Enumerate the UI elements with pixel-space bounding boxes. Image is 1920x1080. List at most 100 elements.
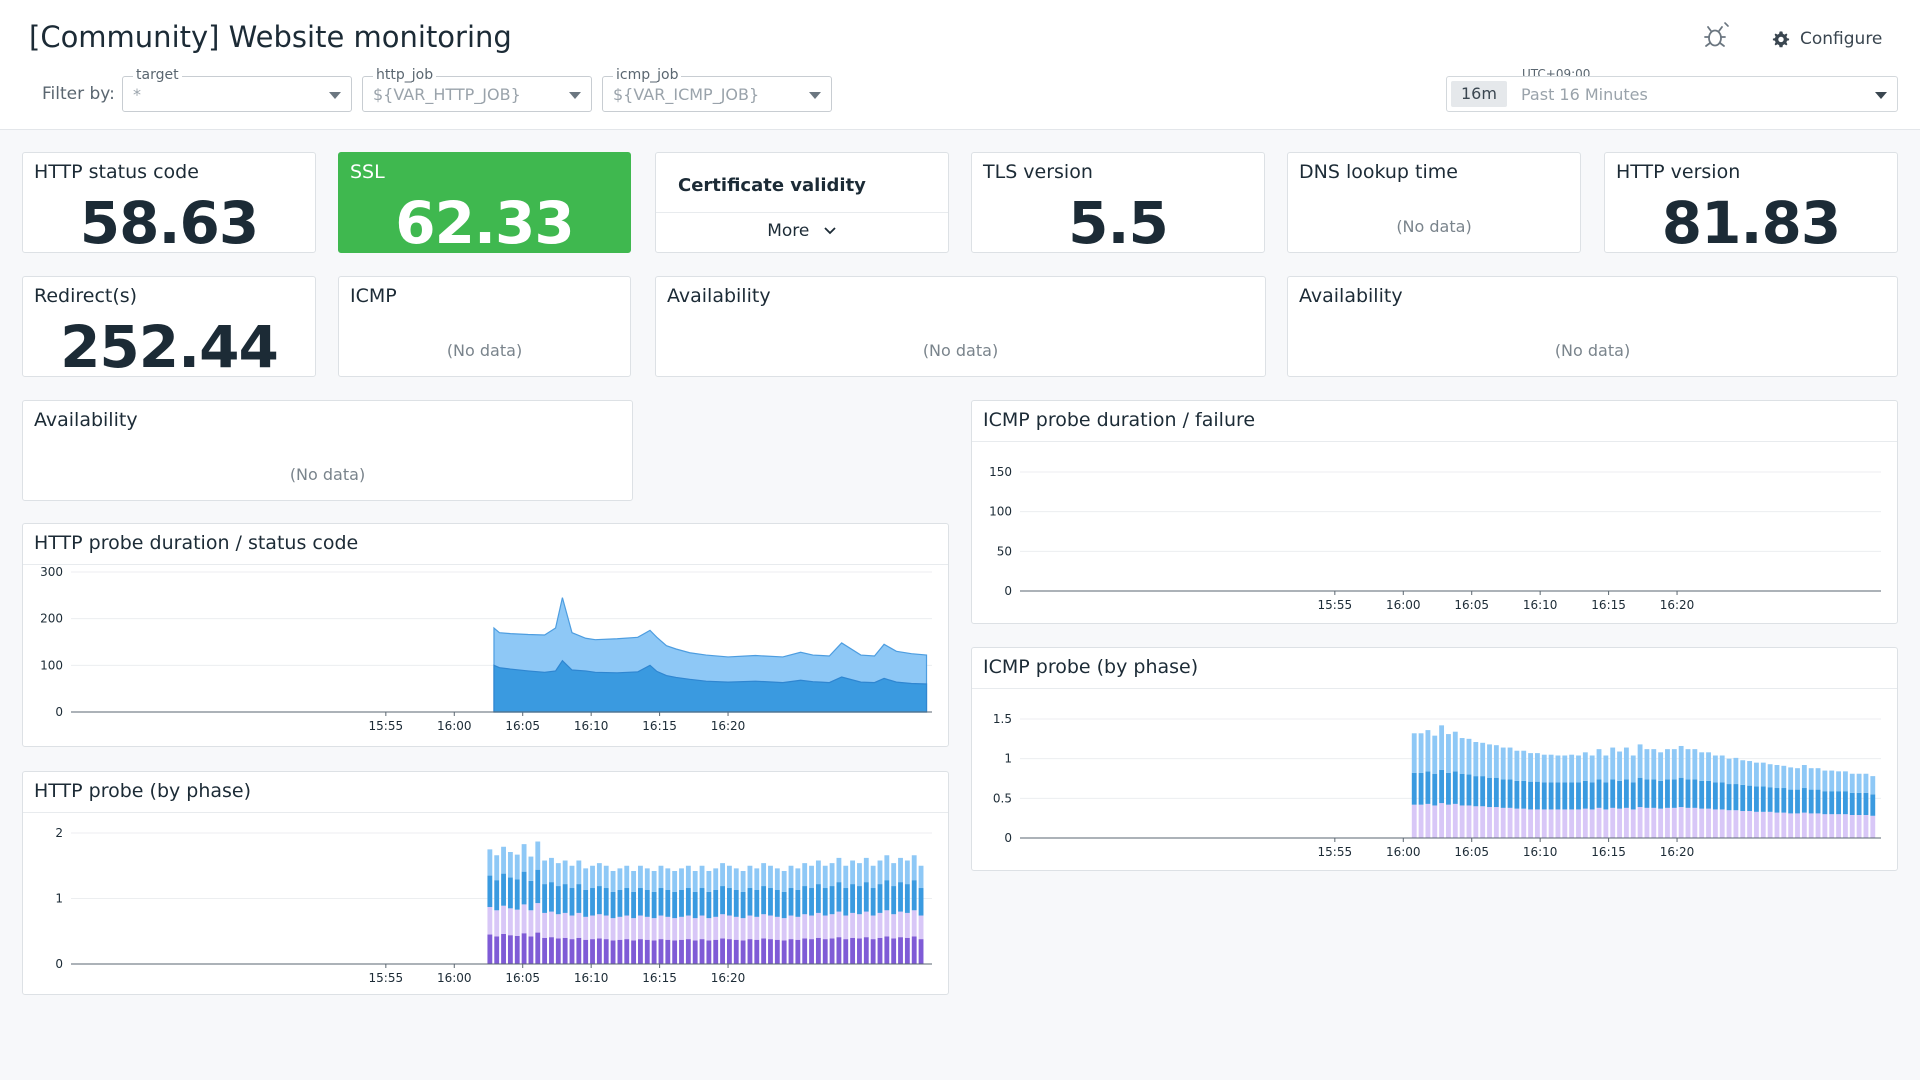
icmp-duration-panel[interactable]: ICMP probe duration / failure 0 50 100 150 1… <box>971 400 1898 624</box>
bar-segment-2 <box>1500 779 1506 808</box>
panel-title: Certificate validity <box>678 175 866 196</box>
bar-segment-1 <box>1623 807 1629 838</box>
bar-segment-1 <box>788 939 794 964</box>
bar-segment-1 <box>1767 811 1773 838</box>
bar-segment-1 <box>1665 807 1670 838</box>
bar-segment-3 <box>610 891 616 919</box>
bar-segment-2 <box>1712 782 1718 810</box>
redirects-panel[interactable]: Redirect(s) 252.44 <box>22 276 316 377</box>
bar-segment-1 <box>1480 806 1486 838</box>
configure-button[interactable]: Configure <box>1772 24 1882 54</box>
bar-segment-3 <box>857 886 862 915</box>
bar-segment-2 <box>603 915 609 940</box>
bar-segment-1 <box>1726 810 1732 838</box>
bar-segment-3 <box>521 871 527 905</box>
bar-segment-3 <box>1446 734 1451 773</box>
bar-segment-4 <box>507 851 513 878</box>
bar-segment-3 <box>672 891 678 919</box>
bar-segment-1 <box>603 939 609 964</box>
bar-segment-3 <box>1740 760 1746 785</box>
target-filter-select[interactable]: target * <box>122 67 352 112</box>
bar-segment-1 <box>1507 807 1513 838</box>
bar-segment-3 <box>487 875 493 908</box>
bar-segment-2 <box>576 912 582 938</box>
x-tick-label: 16:10 <box>1523 598 1558 612</box>
bar-segment-1 <box>1548 809 1554 838</box>
http-version-panel[interactable]: HTTP version 81.83 <box>1604 152 1898 253</box>
bar-segment-3 <box>1651 749 1657 780</box>
time-range-picker[interactable]: 16m Past 16 Minutes <box>1446 76 1898 112</box>
bar-segment-3 <box>809 888 814 916</box>
bar-segment-3 <box>1644 749 1650 780</box>
bar-segment-3 <box>590 888 595 916</box>
panel-title: ICMP probe duration / failure <box>983 409 1256 431</box>
bar-segment-1 <box>1582 808 1588 838</box>
bar-segment-3 <box>1781 765 1787 789</box>
availability-panel[interactable]: Availability (No data) <box>655 276 1266 377</box>
more-button[interactable]: More <box>656 221 948 241</box>
bar-segment-2 <box>1473 776 1479 807</box>
bar-segment-2 <box>802 914 808 939</box>
bar-segment-4 <box>863 857 869 883</box>
tls-version-panel[interactable]: TLS version 5.5 <box>971 152 1265 253</box>
bar-segment-2 <box>1849 792 1855 815</box>
divider <box>656 212 948 213</box>
bar-segment-2 <box>672 918 678 941</box>
icmp-phase-panel[interactable]: ICMP probe (by phase) 0 0.5 1 1.5 15:55 16:00… <box>971 647 1898 871</box>
certificate-validity-panel[interactable]: Certificate validity More <box>655 152 949 253</box>
bar-segment-1 <box>1685 807 1691 838</box>
http-job-filter-value: ${VAR_HTTP_JOB} <box>373 85 521 104</box>
bar-segment-1 <box>720 938 725 964</box>
ssl-panel[interactable]: SSL 62.33 <box>338 152 631 253</box>
bar-segment-3 <box>638 888 643 916</box>
bar-segment-1 <box>1856 814 1862 838</box>
panel-title: ICMP <box>350 285 397 307</box>
icmp-job-filter-value: ${VAR_ICMP_JOB} <box>613 85 760 104</box>
http-status-panel[interactable]: HTTP status code 58.63 <box>22 152 316 253</box>
x-tick-label: 16:20 <box>711 971 746 985</box>
bar-segment-4 <box>644 868 650 890</box>
http-phase-panel[interactable]: HTTP probe (by phase) 0 1 2 15:55 16:00 16:05… <box>22 771 949 995</box>
bar-segment-4 <box>843 865 849 889</box>
bar-segment-2 <box>740 918 746 941</box>
bar-segment-1 <box>822 939 828 964</box>
bar-segment-2 <box>774 916 780 940</box>
bar-segment-4 <box>603 865 609 889</box>
bar-segment-3 <box>501 873 506 906</box>
bar-segment-1 <box>1658 808 1664 838</box>
bar-segment-2 <box>692 918 698 941</box>
bar-segment-1 <box>1801 812 1807 838</box>
icmp-job-filter-select[interactable]: icmp_job ${VAR_ICMP_JOB} <box>602 67 832 112</box>
dns-lookup-panel[interactable]: DNS lookup time (No data) <box>1287 152 1581 253</box>
page-title: [Community] Website monitoring <box>29 20 512 54</box>
bar-segment-3 <box>877 884 883 913</box>
bar-segment-1 <box>1637 807 1643 838</box>
bar-segment-4 <box>836 857 842 883</box>
availability-panel[interactable]: Availability (No data) <box>1287 276 1898 377</box>
bar-segment-1 <box>726 939 732 964</box>
y-tick-label: 1 <box>55 892 63 906</box>
bar-segment-3 <box>1466 738 1472 775</box>
http-duration-panel[interactable]: HTTP probe duration / status code 0 100 20… <box>22 523 949 747</box>
bar-segment-1 <box>562 937 568 964</box>
bar-segment-1 <box>1610 807 1616 838</box>
y-tick-label: 100 <box>40 658 63 672</box>
bar-segment-4 <box>651 870 657 892</box>
availability-panel[interactable]: Availability (No data) <box>22 400 633 501</box>
bar-segment-3 <box>1459 738 1465 774</box>
bar-segment-1 <box>1870 815 1876 838</box>
http-duration-chart: 0 100 200 300 15:55 16:00 16:05 16:10 16:15 16:20 <box>40 565 932 733</box>
http-job-filter-select[interactable]: http_job ${VAR_HTTP_JOB} <box>362 67 592 112</box>
bar-segment-1 <box>1706 808 1711 838</box>
bar-segment-1 <box>1487 807 1492 838</box>
icmp-panel[interactable]: ICMP (No data) <box>338 276 631 377</box>
bar-segment-3 <box>781 891 787 919</box>
bar-segment-1 <box>1836 814 1841 838</box>
bar-segment-2 <box>747 915 753 940</box>
bar-segment-2 <box>863 911 869 938</box>
panel-header <box>23 524 948 565</box>
bar-segment-4 <box>726 865 732 889</box>
bar-segment-2 <box>1418 772 1424 805</box>
bug-icon[interactable] <box>1700 20 1732 52</box>
panel-value: 5.5 <box>1068 189 1169 253</box>
